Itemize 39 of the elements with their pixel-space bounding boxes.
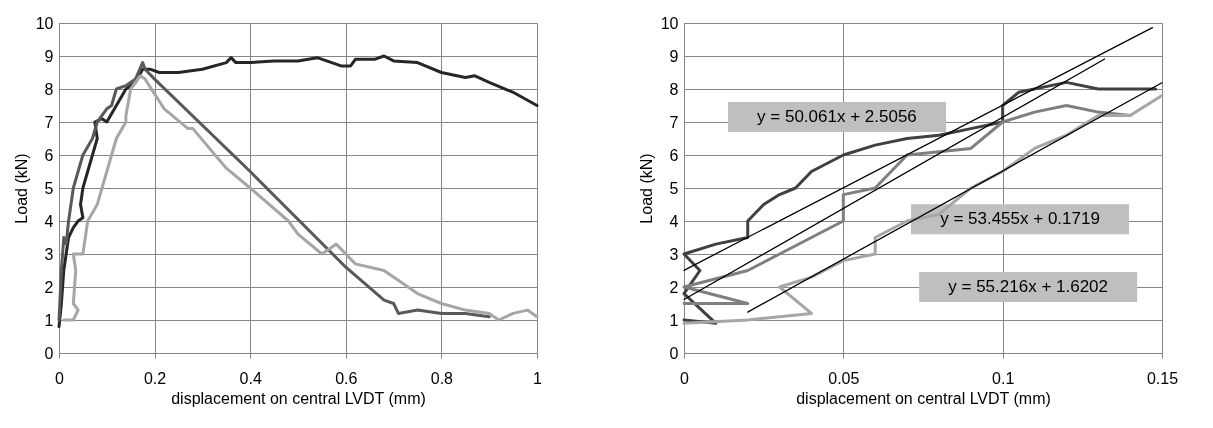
y-tick-label: 2 [44, 278, 54, 296]
x-axis-title: displacement on central LVDT (mm) [796, 389, 1051, 407]
y-tick-label: 6 [44, 146, 54, 164]
y-tick-label: 4 [44, 212, 54, 230]
annotation: y = 53.455x + 0.1719 [940, 209, 1100, 229]
x-tick-label: 0.8 [430, 369, 454, 387]
y-tick-label: 10 [660, 14, 679, 32]
y-tick-label: 6 [669, 146, 679, 164]
x-tick-label: 0.15 [1146, 369, 1179, 387]
y-tick-label: 3 [44, 245, 54, 263]
x-tick-label: 0.05 [828, 369, 860, 387]
y-tick-label: 1 [669, 311, 679, 329]
y-tick-label: 3 [669, 245, 679, 263]
x-tick-label: 0 [680, 369, 690, 387]
y-tick-label: 7 [44, 113, 54, 131]
x-tick-label: 0.2 [143, 369, 167, 387]
y-tick-label: 5 [669, 179, 679, 197]
y-tick-label: 8 [669, 80, 679, 98]
annotation: y = 55.216x + 1.6202 [948, 277, 1109, 296]
y-tick-label: 0 [669, 344, 679, 362]
y-axis-title: Load (kN) [12, 153, 30, 224]
y-tick-label: 8 [44, 80, 54, 98]
y-tick-label: 9 [44, 47, 54, 65]
y-axis-title: Load (kN) [637, 153, 655, 224]
x-tick-label: 0.6 [335, 369, 358, 387]
y-tick-label: 0 [44, 344, 54, 362]
annotation: y = 50.061x + 2.5056 [757, 107, 917, 127]
y-tick-label: 7 [669, 113, 679, 131]
x-tick-label: 0 [55, 369, 65, 387]
x-tick-label: 1 [533, 369, 543, 387]
x-axis-title: displacement on central LVDT (mm) [171, 389, 426, 407]
y-tick-label: 4 [669, 212, 679, 230]
y-tick-label: 5 [44, 179, 54, 197]
y-tick-label: 1 [44, 311, 54, 329]
x-tick-label: 0.1 [992, 369, 1015, 387]
y-tick-label: 10 [35, 14, 54, 32]
y-tick-label: 9 [669, 47, 679, 65]
x-tick-label: 0.4 [239, 369, 262, 387]
y-tick-label: 2 [669, 278, 679, 296]
